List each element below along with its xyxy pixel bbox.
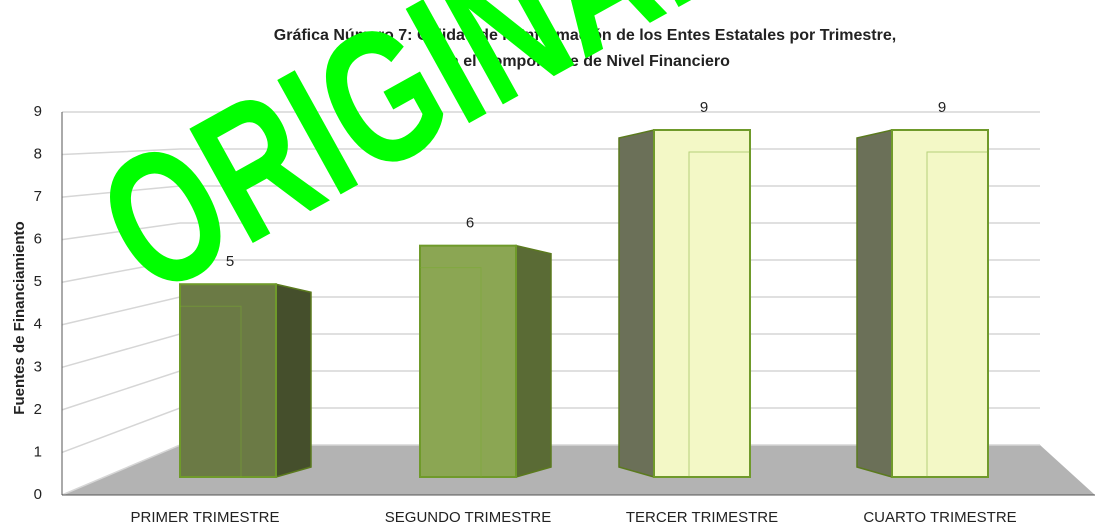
y-tick-label: 4	[34, 316, 42, 333]
value-label: 9	[700, 99, 708, 116]
bar-edge	[180, 305, 242, 477]
y-tick-label: 1	[34, 443, 42, 460]
bar-front	[891, 129, 989, 478]
bar-front	[653, 129, 751, 478]
y-tick-label: 6	[34, 231, 42, 248]
bar-front	[419, 244, 517, 478]
bar	[856, 129, 989, 478]
bar-edge	[926, 151, 988, 477]
y-tick-label: 5	[34, 273, 42, 290]
value-label: 5	[226, 253, 234, 270]
bar-side	[856, 129, 893, 478]
y-tick-label: 8	[34, 146, 42, 163]
bar	[419, 244, 552, 478]
bar-edge	[420, 267, 482, 477]
bar-front	[179, 283, 277, 478]
y-tick-label: 3	[34, 358, 42, 375]
chart-title: Gráfica Número 7: Calidad de la Informac…	[274, 27, 896, 44]
bar-edge	[688, 151, 750, 477]
y-tick-label: 7	[34, 188, 42, 205]
bar-side	[618, 129, 655, 478]
floor	[62, 445, 1095, 495]
x-tick-label: CUARTO TRIMESTRE	[863, 509, 1016, 526]
x-tick-label: TERCER TRIMESTRE	[626, 509, 778, 526]
value-label: 9	[938, 99, 946, 116]
grid-line	[61, 148, 1040, 156]
y-tick-label: 0	[34, 486, 42, 503]
chart-title: en el Componente de Nivel Financiero	[440, 53, 730, 70]
y-axis-label: Fuentes de Financiamiento	[11, 221, 28, 414]
x-tick-label: PRIMER TRIMESTRE	[131, 509, 280, 526]
y-tick-label: 9	[34, 103, 42, 120]
bar	[618, 129, 751, 478]
x-tick-label: SEGUNDO TRIMESTRE	[385, 509, 551, 526]
value-label: 6	[466, 215, 474, 232]
bar-side	[515, 244, 552, 478]
y-tick-label: 2	[34, 401, 42, 418]
grid-line	[61, 185, 1040, 198]
bar-side	[275, 283, 312, 478]
grid-line	[61, 222, 1040, 241]
bar	[179, 283, 312, 478]
grid-line	[61, 259, 1040, 283]
